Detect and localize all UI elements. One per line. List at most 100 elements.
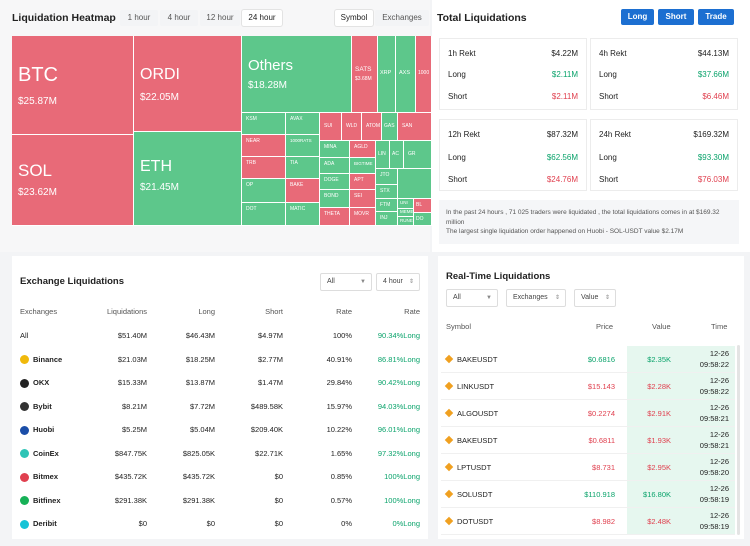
tile-movr[interactable]: MOVR	[350, 208, 376, 226]
tile-sei[interactable]: SEI	[350, 190, 376, 208]
long-button[interactable]: Long	[621, 9, 654, 25]
tile-ada[interactable]: ADA	[320, 158, 350, 174]
tile-label: RUNE	[400, 218, 413, 223]
long-value: $0	[206, 519, 215, 528]
table-row[interactable]: Bitmex $435.72K $435.72K $0 0.85% 100%Long	[20, 465, 422, 488]
table-row[interactable]: ALGOUSDT $0.2274 $2.91K 12-26 09:58:21	[441, 400, 735, 427]
tile-sol[interactable]: SOL $23.62M	[12, 135, 134, 226]
tile-xrp[interactable]: XRP	[378, 36, 396, 113]
tile-op[interactable]: OP	[242, 179, 286, 203]
tile-stx[interactable]: STX	[376, 185, 398, 199]
tab-symbol[interactable]: Symbol	[335, 10, 373, 26]
realtime-value-select[interactable]: Value ⇕	[574, 289, 616, 307]
tile-eth[interactable]: ETH $21.45M	[134, 132, 242, 226]
tab-1-hour[interactable]: 1 hour	[120, 10, 158, 26]
tile-axs[interactable]: AXS	[396, 36, 416, 113]
tile-ordi[interactable]: ORDI $22.05M	[134, 36, 242, 132]
tile-near[interactable]: NEAR	[242, 135, 286, 157]
tile-bake[interactable]: BAKE	[286, 179, 320, 203]
table-row[interactable]: BAKEUSDT $0.6811 $1.93K 12-26 09:58:21	[441, 427, 735, 454]
tile-others[interactable]: Others $18.28M	[242, 36, 352, 113]
table-row[interactable]: Bitfinex $291.38K $291.38K $0 0.57% 100%Long	[20, 489, 422, 512]
tab-12-hour[interactable]: 12 hour	[200, 10, 240, 26]
tile-apt[interactable]: APT	[350, 174, 376, 190]
symbol-text: DOTUSDT	[457, 517, 494, 526]
tile-bl[interactable]: BL	[414, 199, 432, 213]
table-row[interactable]: LPTUSDT $8.731 $2.95K 12-26 09:58:20	[441, 454, 735, 481]
table-row[interactable]: OKX $15.33M $13.87M $1.47M 29.84% 90.42%Long	[20, 371, 422, 394]
tile-matic[interactable]: MATIC	[286, 203, 320, 226]
tile-gr[interactable]: GR	[404, 141, 432, 169]
short-value: $22.71K	[255, 448, 283, 458]
tile-1000rats[interactable]: 1000RATS	[286, 135, 320, 157]
table-row[interactable]: Deribit $0 $0 $0 0% 0%Long	[20, 512, 422, 535]
tile-trb[interactable]: TRB	[242, 157, 286, 179]
col-long: Long	[198, 307, 215, 316]
tile-rune[interactable]: RUNE	[398, 217, 414, 226]
table-row[interactable]: CoinEx $847.75K $825.05K $22.71K 1.65% 97.32%…	[20, 442, 422, 465]
tile-gas[interactable]: GAS	[382, 113, 398, 141]
tile-ac[interactable]: AC	[390, 141, 404, 169]
table-row[interactable]: LINKUSDT $15.143 $2.28K 12-26 09:58:22	[441, 373, 735, 400]
tab-exchanges[interactable]: Exchanges	[375, 10, 429, 26]
tile-agld[interactable]: AGLD	[350, 141, 376, 158]
chevron-updown-icon: ⇕	[604, 295, 610, 301]
tile-misc-a[interactable]	[398, 169, 432, 199]
tile-1000[interactable]: 1000	[416, 36, 432, 113]
table-row[interactable]: Binance $21.03M $18.25M $2.77M 40.91% 86.81%L…	[20, 348, 422, 371]
tile-mina[interactable]: MINA	[320, 141, 350, 158]
tile-ftm[interactable]: FTM	[376, 199, 398, 212]
table-row[interactable]: DOTUSDT $8.982 $2.48K 12-26 09:58:19	[441, 508, 735, 535]
tile-label: LIN	[378, 151, 386, 157]
tile-san[interactable]: SAN	[398, 113, 432, 141]
table-row[interactable]: SOLUSDT $110.918 $16.80K 12-26 09:58:19	[441, 481, 735, 508]
time-value: 09:58:22	[699, 387, 729, 396]
tile-ksm[interactable]: KSM	[242, 113, 286, 135]
tile-label: GAS	[384, 123, 395, 129]
tile-bond[interactable]: BOND	[320, 190, 350, 208]
tile-label: 1000	[418, 70, 430, 76]
tile-label: 1000RATS	[290, 138, 312, 143]
tile-label: THETA	[324, 211, 341, 217]
tile-inj[interactable]: INJ	[376, 212, 398, 226]
exchange-filter-select[interactable]: All ▼	[320, 273, 372, 291]
short-label: Short	[599, 175, 619, 184]
table-row[interactable]: BAKEUSDT $0.6816 $2.35K 12-26 09:58:22	[441, 346, 735, 373]
tile-do[interactable]: DO	[414, 213, 432, 226]
tile-doge[interactable]: DOGE	[320, 174, 350, 190]
value-value: $2.35K	[647, 355, 671, 364]
tile-uni[interactable]: UNI	[398, 199, 414, 209]
table-row[interactable]: All $51.40M $46.43M $4.97M 100% 90.34%Long	[20, 324, 422, 347]
coin-icon	[444, 516, 454, 526]
tile-theta[interactable]: THETA	[320, 208, 350, 226]
symbol-text: BAKEUSDT	[457, 355, 498, 364]
table-row[interactable]: Bybit $8.21M $7.72M $489.58K 15.97% 94.03%Lon…	[20, 395, 422, 418]
rate-value: 29.84%	[326, 378, 352, 387]
tile-btc[interactable]: BTC $25.87M	[12, 36, 134, 135]
realtime-scrollbar[interactable]	[737, 345, 740, 535]
exchange-logo-icon	[20, 425, 29, 435]
tile-sats[interactable]: SATS $3.68M	[352, 36, 378, 113]
tile-atom[interactable]: ATOM	[362, 113, 382, 141]
tile-sui[interactable]: SUI	[320, 113, 342, 141]
tile-meme[interactable]: MEME	[398, 209, 414, 217]
tile-jto[interactable]: JTO	[376, 169, 398, 185]
exchange-name-text: CoinEx	[33, 448, 59, 458]
exchange-logo-icon	[20, 355, 29, 365]
table-row[interactable]: Huobi $5.25M $5.04M $209.40K 10.22% 96.01%Lon…	[20, 418, 422, 441]
tile-wld[interactable]: WLD	[342, 113, 362, 141]
tile-bigtime[interactable]: BIGTIME	[350, 158, 376, 174]
tab-24-hour[interactable]: 24 hour	[242, 10, 282, 26]
period-select[interactable]: 4 hour ⇕	[376, 273, 420, 291]
trade-button[interactable]: Trade	[698, 9, 734, 25]
tile-lin[interactable]: LIN	[376, 141, 390, 169]
tab-4-hour[interactable]: 4 hour	[160, 10, 198, 26]
tile-tia[interactable]: TIA	[286, 157, 320, 179]
tile-label: BTC	[18, 64, 58, 86]
tile-avax[interactable]: AVAX	[286, 113, 320, 135]
tile-dot[interactable]: DOT	[242, 203, 286, 226]
realtime-exchange-select[interactable]: Exchanges ⇕	[506, 289, 566, 307]
tile-label: DOT	[246, 206, 257, 212]
short-button[interactable]: Short	[658, 9, 694, 25]
realtime-side-select[interactable]: All ▼	[446, 289, 498, 307]
